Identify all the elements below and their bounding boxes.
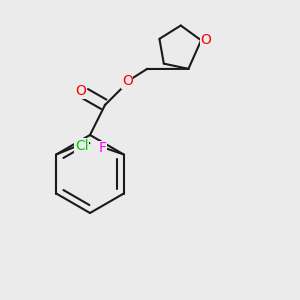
Text: F: F (99, 142, 107, 155)
Text: Cl: Cl (75, 139, 88, 152)
Text: O: O (75, 85, 86, 98)
Text: O: O (122, 74, 133, 88)
Text: O: O (200, 33, 211, 47)
